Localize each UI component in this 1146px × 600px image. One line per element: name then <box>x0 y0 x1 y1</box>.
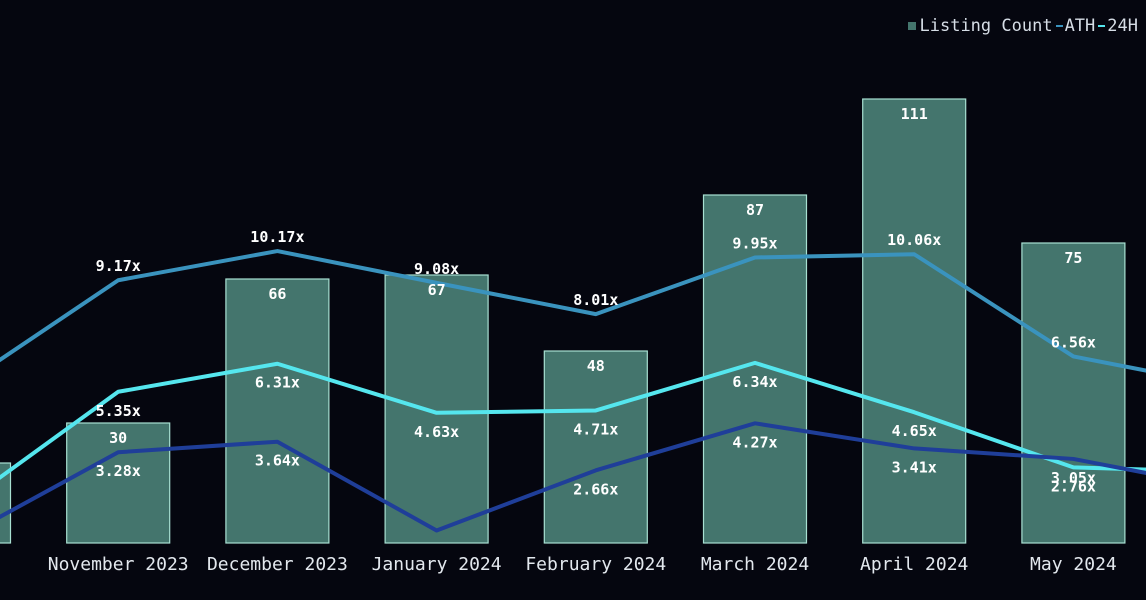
legend-label-24h: 24H <box>1107 16 1138 36</box>
bar-label-2: 66 <box>268 285 286 303</box>
line-label-2-6: 3.41x <box>892 458 937 476</box>
line-label-0-6: 10.06x <box>887 231 941 249</box>
legend-label-ath: ATH <box>1064 16 1096 36</box>
line-label-2-7: 3.05x <box>1051 469 1096 487</box>
bar-label-7: 75 <box>1064 249 1082 267</box>
series-line-2 <box>0 421 1146 533</box>
legend-swatch-listing-count <box>907 22 916 30</box>
line-label-0-5: 9.95x <box>732 234 777 252</box>
line-label-1-2: 6.31x <box>255 374 300 392</box>
bar-0 <box>0 462 12 544</box>
x-tick-7: May 2024 <box>1030 554 1117 575</box>
bar-2 <box>225 278 330 544</box>
x-tick-3: January 2024 <box>372 554 502 575</box>
bar-6 <box>862 98 967 544</box>
line-label-1-4: 4.71x <box>573 420 618 438</box>
line-label-0-1: 9.17x <box>96 257 141 275</box>
line-label-2-1: 3.28x <box>96 462 141 480</box>
line-label-1-5: 6.34x <box>732 373 777 391</box>
x-tick-1: November 2023 <box>48 554 189 575</box>
line-label-2-2: 3.64x <box>255 452 300 470</box>
x-tick-5: March 2024 <box>701 554 809 575</box>
legend-swatch-24h <box>1098 25 1106 27</box>
legend-item-listing-count: Listing Count <box>907 16 1053 36</box>
bar-label-3: 67 <box>428 281 446 299</box>
line-label-0-3: 9.08x <box>414 260 459 278</box>
line-label-2-4: 2.66x <box>573 480 618 498</box>
line-label-1-1: 5.35x <box>96 402 141 420</box>
bar-3 <box>384 274 489 544</box>
bar-label-4: 48 <box>587 357 605 375</box>
series-line-1 <box>0 360 1146 480</box>
x-tick-6: April 2024 <box>860 554 968 575</box>
x-tick-4: February 2024 <box>525 554 666 575</box>
legend-item-24h: 24H <box>1098 16 1138 36</box>
series-line-0 <box>0 249 1146 373</box>
legend-label-listing-count: Listing Count <box>919 16 1053 36</box>
bar-4 <box>543 350 648 544</box>
bar-label-1: 30 <box>109 429 127 447</box>
x-tick-2: December 2023 <box>207 554 348 575</box>
line-label-2-5: 4.27x <box>732 433 777 451</box>
bar-5 <box>702 194 808 544</box>
legend-swatch-ath <box>1055 25 1063 27</box>
bar-1 <box>66 422 171 544</box>
line-label-1-6: 4.65x <box>892 422 937 440</box>
legend-item-ath: ATH <box>1055 16 1096 36</box>
line-label-0-2: 10.17x <box>250 228 304 246</box>
line-label-1-3: 4.63x <box>414 423 459 441</box>
bar-label-5: 87 <box>746 201 764 219</box>
chart-legend: Listing Count ATH 24H <box>905 16 1138 36</box>
bar-7 <box>1021 242 1126 544</box>
line-label-0-7: 6.56x <box>1051 333 1096 351</box>
bar-label-6: 111 <box>901 105 928 123</box>
line-label-0-4: 8.01x <box>573 291 618 309</box>
line-label-1-7: 2.76x <box>1051 477 1096 495</box>
